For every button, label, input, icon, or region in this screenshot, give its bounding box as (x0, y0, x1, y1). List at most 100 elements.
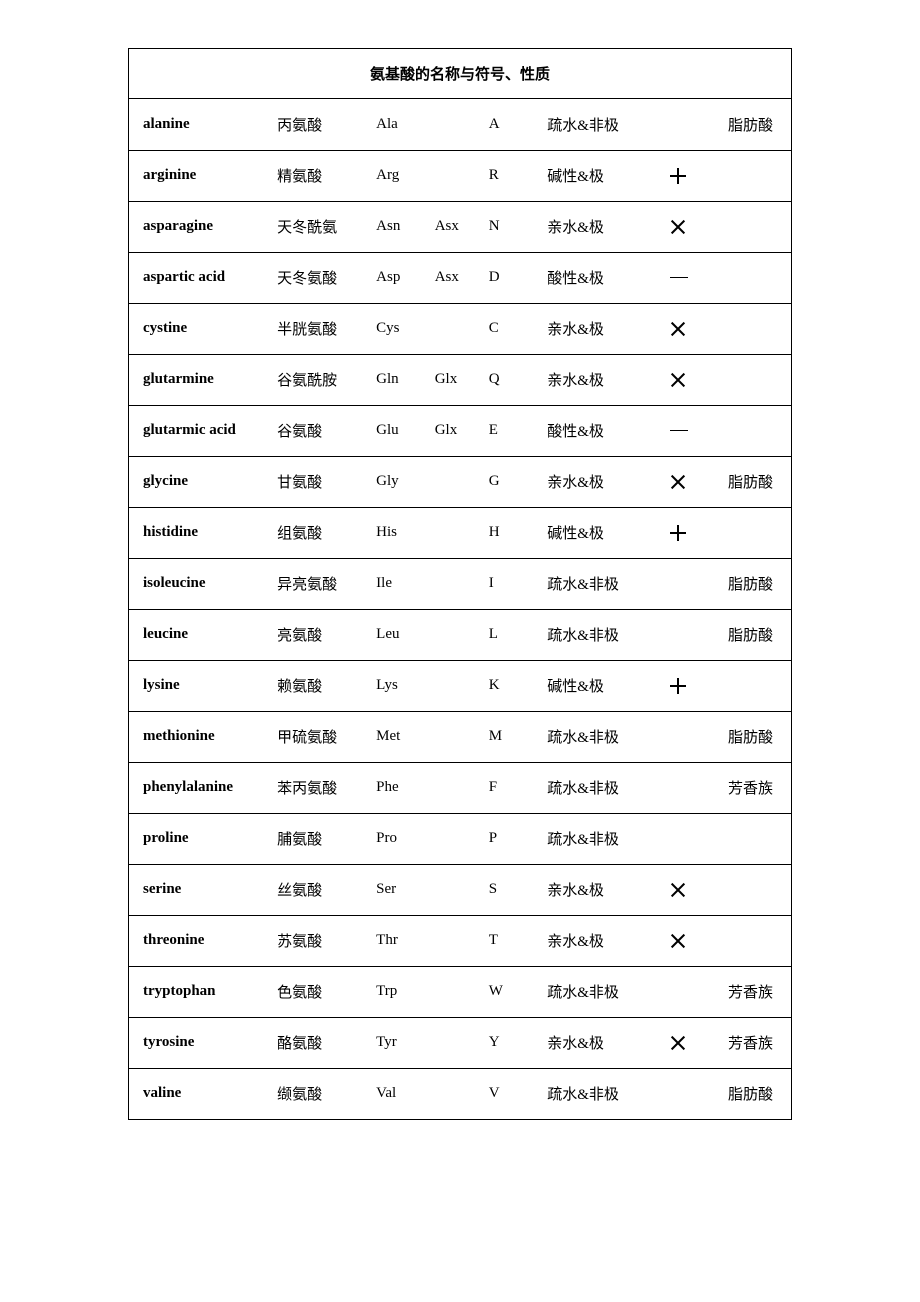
cell-charge-symbol (654, 99, 704, 150)
cross-icon (670, 372, 686, 388)
cell-chinese-name: 精氨酸 (273, 150, 372, 201)
plus-icon (670, 678, 686, 694)
table-row: valine缬氨酸ValV疏水&非极脂肪酸 (129, 1068, 791, 1119)
table-row: glycine甘氨酸GlyG亲水&极脂肪酸 (129, 456, 791, 507)
cell-property: 碱性&极 (543, 660, 653, 711)
cell-charge-symbol (654, 915, 704, 966)
cell-classification: 芳香族 (703, 966, 791, 1017)
cell-one-letter: D (485, 252, 544, 303)
cell-classification: 脂肪酸 (703, 99, 791, 150)
plus-icon (670, 525, 686, 541)
cell-ambig-code (431, 915, 485, 966)
cell-english-name: serine (129, 864, 273, 915)
cell-property: 疏水&非极 (543, 1068, 653, 1119)
cell-english-name: alanine (129, 99, 273, 150)
cell-one-letter: S (485, 864, 544, 915)
cell-classification (703, 354, 791, 405)
cell-chinese-name: 酪氨酸 (273, 1017, 372, 1068)
table-row: lysine赖氨酸LysK碱性&极 (129, 660, 791, 711)
dash-icon (670, 423, 686, 439)
cell-chinese-name: 丙氨酸 (273, 99, 372, 150)
cell-property: 亲水&极 (543, 354, 653, 405)
cell-property: 酸性&极 (543, 252, 653, 303)
cell-one-letter: Y (485, 1017, 544, 1068)
cell-three-letter: Pro (372, 813, 431, 864)
cell-one-letter: K (485, 660, 544, 711)
cell-english-name: aspartic acid (129, 252, 273, 303)
cell-three-letter: Glu (372, 405, 431, 456)
table-row: arginine精氨酸ArgR碱性&极 (129, 150, 791, 201)
cell-charge-symbol (654, 150, 704, 201)
table-row: phenylalanine苯丙氨酸PheF疏水&非极芳香族 (129, 762, 791, 813)
cell-property: 疏水&非极 (543, 609, 653, 660)
cell-classification (703, 252, 791, 303)
cell-property: 亲水&极 (543, 201, 653, 252)
cell-charge-symbol (654, 813, 704, 864)
cell-three-letter: Ala (372, 99, 431, 150)
cell-three-letter: Arg (372, 150, 431, 201)
table-row: leucine亮氨酸LeuL疏水&非极脂肪酸 (129, 609, 791, 660)
cell-ambig-code: Glx (431, 354, 485, 405)
cell-three-letter: Lys (372, 660, 431, 711)
cell-ambig-code: Asx (431, 252, 485, 303)
cell-three-letter: Phe (372, 762, 431, 813)
cell-chinese-name: 谷氨酸 (273, 405, 372, 456)
cell-charge-symbol (654, 303, 704, 354)
table-row: cystine半胱氨酸CysC亲水&极 (129, 303, 791, 354)
cell-english-name: valine (129, 1068, 273, 1119)
cell-property: 碱性&极 (543, 507, 653, 558)
table-row: tryptophan色氨酸TrpW疏水&非极芳香族 (129, 966, 791, 1017)
cell-ambig-code (431, 99, 485, 150)
cell-chinese-name: 缬氨酸 (273, 1068, 372, 1119)
cell-property: 酸性&极 (543, 405, 653, 456)
cell-english-name: phenylalanine (129, 762, 273, 813)
cell-charge-symbol (654, 966, 704, 1017)
cell-three-letter: Gly (372, 456, 431, 507)
cell-chinese-name: 色氨酸 (273, 966, 372, 1017)
cell-chinese-name: 天冬氨酸 (273, 252, 372, 303)
cell-three-letter: Tyr (372, 1017, 431, 1068)
cell-one-letter: L (485, 609, 544, 660)
cell-property: 碱性&极 (543, 150, 653, 201)
cell-english-name: histidine (129, 507, 273, 558)
table-title: 氨基酸的名称与符号、性质 (129, 49, 791, 99)
table-row: tyrosine酪氨酸TyrY亲水&极芳香族 (129, 1017, 791, 1068)
cell-property: 疏水&非极 (543, 966, 653, 1017)
cell-charge-symbol (654, 762, 704, 813)
cell-charge-symbol (654, 864, 704, 915)
cell-three-letter: Asn (372, 201, 431, 252)
cell-english-name: glutarmine (129, 354, 273, 405)
cell-three-letter: His (372, 507, 431, 558)
cell-property: 疏水&非极 (543, 558, 653, 609)
cell-property: 亲水&极 (543, 456, 653, 507)
cell-one-letter: T (485, 915, 544, 966)
cell-classification: 芳香族 (703, 1017, 791, 1068)
table-row: methionine甲硫氨酸MetM疏水&非极脂肪酸 (129, 711, 791, 762)
cell-three-letter: Gln (372, 354, 431, 405)
cell-three-letter: Trp (372, 966, 431, 1017)
cell-ambig-code (431, 864, 485, 915)
cell-classification (703, 150, 791, 201)
cell-chinese-name: 甘氨酸 (273, 456, 372, 507)
cell-charge-symbol (654, 456, 704, 507)
cell-property: 疏水&非极 (543, 813, 653, 864)
cell-one-letter: F (485, 762, 544, 813)
cell-three-letter: Ser (372, 864, 431, 915)
cell-chinese-name: 组氨酸 (273, 507, 372, 558)
cell-english-name: tryptophan (129, 966, 273, 1017)
cell-ambig-code (431, 609, 485, 660)
cell-chinese-name: 亮氨酸 (273, 609, 372, 660)
cell-classification: 脂肪酸 (703, 1068, 791, 1119)
cell-one-letter: M (485, 711, 544, 762)
cell-one-letter: H (485, 507, 544, 558)
cross-icon (670, 1035, 686, 1051)
cell-ambig-code (431, 507, 485, 558)
cell-charge-symbol (654, 405, 704, 456)
cell-classification: 脂肪酸 (703, 456, 791, 507)
cell-three-letter: Val (372, 1068, 431, 1119)
cell-ambig-code (431, 150, 485, 201)
cell-charge-symbol (654, 609, 704, 660)
cell-charge-symbol (654, 252, 704, 303)
cell-property: 亲水&极 (543, 1017, 653, 1068)
cell-three-letter: Met (372, 711, 431, 762)
